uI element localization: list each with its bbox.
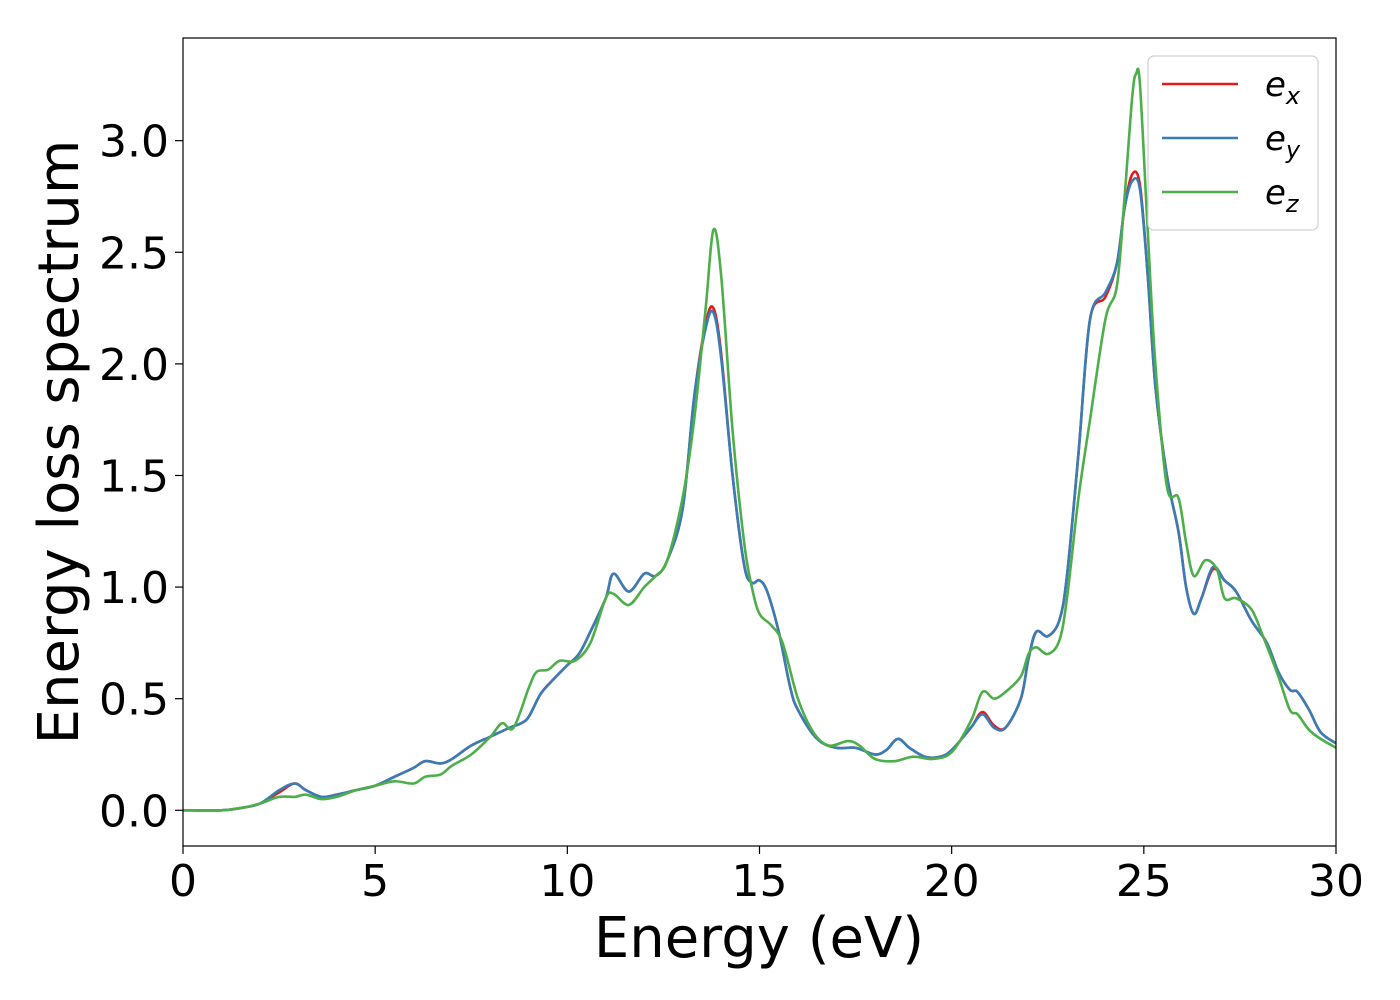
x-axis: 0 5 10 15 20 25 30 (169, 846, 1364, 907)
x-tick-label: 0 (169, 856, 197, 907)
y-tick-label: 3.0 (99, 117, 169, 168)
x-tick-label: 10 (539, 856, 595, 907)
y-tick-label: 0.5 (99, 675, 169, 726)
series-line-ez (183, 67, 1336, 812)
y-tick-label: 0.0 (99, 786, 169, 837)
y-tick-label: 1.0 (99, 563, 169, 614)
y-axis-title: Energy loss spectrum (27, 140, 92, 745)
x-tick-label: 5 (361, 856, 389, 907)
x-tick-label: 15 (732, 856, 788, 907)
x-tick-label: 30 (1308, 856, 1364, 907)
y-tick-label: 2.5 (99, 228, 169, 279)
y-tick-label: 1.5 (99, 451, 169, 502)
y-axis: 0.0 0.5 1.0 1.5 2.0 2.5 3.0 (99, 117, 183, 837)
x-axis-title: Energy (eV) (594, 906, 924, 971)
legend-box (1147, 55, 1319, 231)
y-tick-label: 2.0 (99, 340, 169, 391)
x-tick-label: 20 (924, 856, 980, 907)
x-tick-label: 25 (1116, 856, 1172, 907)
series-layer (183, 67, 1336, 812)
